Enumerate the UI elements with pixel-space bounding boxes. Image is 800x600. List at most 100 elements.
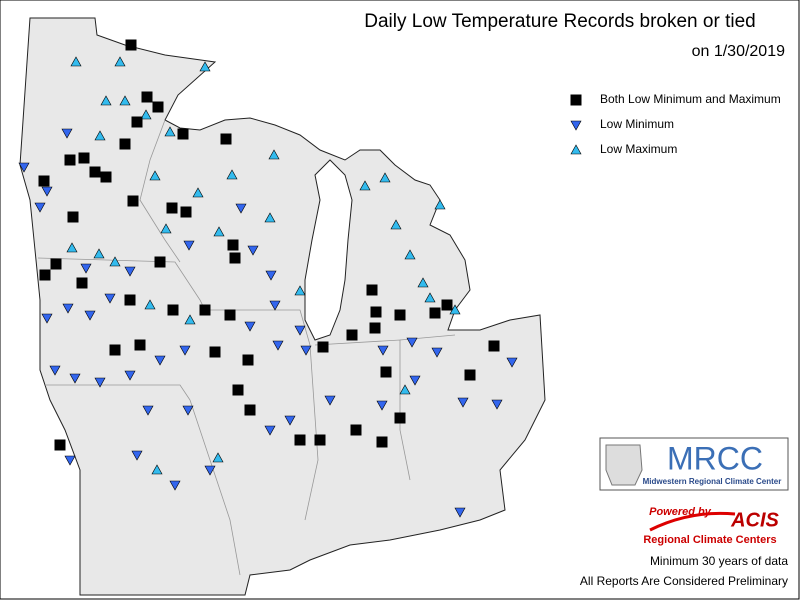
down-triangle-marker bbox=[431, 347, 443, 358]
down-triangle-marker bbox=[324, 395, 336, 406]
square-marker bbox=[78, 152, 90, 164]
legend-label: Low Maximum bbox=[600, 142, 677, 156]
square-marker bbox=[394, 412, 406, 424]
down-triangle-marker bbox=[491, 399, 503, 410]
legend-label: Both Low Minimum and Maximum bbox=[600, 92, 781, 106]
powered-by: Powered by bbox=[649, 506, 712, 518]
square-marker bbox=[376, 436, 388, 448]
up-triangle-marker bbox=[66, 242, 78, 253]
down-triangle-marker bbox=[69, 373, 81, 384]
up-triangle-marker bbox=[417, 277, 429, 288]
square-marker bbox=[100, 171, 112, 183]
down-triangle-marker bbox=[94, 377, 106, 388]
down-triangle-marker bbox=[41, 313, 53, 324]
down-triangle-marker bbox=[34, 202, 46, 213]
up-triangle-marker bbox=[399, 384, 411, 395]
square-marker bbox=[177, 128, 189, 140]
down-triangle-marker bbox=[61, 128, 73, 139]
up-triangle-marker bbox=[119, 95, 131, 106]
square-marker bbox=[166, 202, 178, 214]
station-markers bbox=[18, 39, 518, 518]
square-marker bbox=[314, 434, 326, 446]
square-marker bbox=[76, 277, 88, 289]
square-marker bbox=[394, 309, 406, 321]
down-triangle-marker bbox=[272, 340, 284, 351]
square-marker bbox=[50, 258, 62, 270]
square-marker bbox=[366, 284, 378, 296]
up-triangle-marker bbox=[160, 223, 172, 234]
mrcc-logo: MRCC Midwestern Regional Climate Center bbox=[599, 437, 789, 491]
acis-name: Regional Climate Centers bbox=[643, 534, 776, 546]
square-marker bbox=[317, 341, 329, 353]
up-triangle-marker bbox=[114, 56, 126, 67]
up-triangle-marker bbox=[94, 130, 106, 141]
square-marker bbox=[54, 439, 66, 451]
square-marker bbox=[131, 116, 143, 128]
note: All Reports Are Considered Preliminary bbox=[580, 574, 788, 588]
down-triangle-marker bbox=[235, 203, 247, 214]
up-triangle-marker bbox=[212, 452, 224, 463]
up-triangle-marker bbox=[294, 285, 306, 296]
square-marker bbox=[441, 299, 453, 311]
down-triangle-marker bbox=[457, 397, 469, 408]
square-marker bbox=[350, 424, 362, 436]
square-marker bbox=[224, 309, 236, 321]
up-triangle-marker bbox=[192, 187, 204, 198]
square-marker bbox=[229, 252, 241, 264]
down-triangle-marker bbox=[265, 270, 277, 281]
acis-swoosh bbox=[649, 511, 736, 532]
down-triangle-marker bbox=[18, 162, 30, 173]
square-marker bbox=[232, 384, 244, 396]
down-triangle-marker bbox=[104, 293, 116, 304]
square-marker bbox=[119, 138, 131, 150]
square-marker bbox=[180, 206, 192, 218]
square-marker bbox=[67, 211, 79, 223]
square-marker bbox=[244, 404, 256, 416]
square-marker bbox=[109, 344, 121, 356]
note: Minimum 30 years of data bbox=[650, 554, 788, 568]
square-marker bbox=[464, 369, 476, 381]
date: on 1/30/2019 bbox=[692, 43, 786, 60]
square-marker bbox=[154, 256, 166, 268]
square-marker bbox=[242, 354, 254, 366]
square-marker bbox=[124, 294, 136, 306]
up-triangle-marker bbox=[424, 292, 436, 303]
logo-map bbox=[605, 444, 643, 486]
down-triangle-marker bbox=[64, 455, 76, 466]
square-marker bbox=[227, 239, 239, 251]
up-triangle-marker bbox=[268, 149, 280, 160]
legend-label: Low Minimum bbox=[600, 117, 674, 131]
square-marker bbox=[346, 329, 358, 341]
up-triangle-marker bbox=[144, 299, 156, 310]
state-borders bbox=[37, 119, 456, 576]
square-marker bbox=[64, 154, 76, 166]
up-triangle-marker bbox=[100, 95, 112, 106]
up-triangle-marker bbox=[70, 56, 82, 67]
down-triangle-marker bbox=[124, 370, 136, 381]
acis-logo: Powered by ACIS Regional Climate Centers bbox=[643, 506, 779, 546]
legend: Both Low Minimum and Maximum Low Minimum L… bbox=[570, 92, 781, 156]
down-triangle-marker bbox=[247, 245, 259, 256]
down-triangle-marker bbox=[409, 375, 421, 386]
up-triangle-marker bbox=[93, 248, 105, 259]
up-triangle-marker bbox=[359, 180, 371, 191]
up-triangle-marker bbox=[434, 199, 446, 210]
square-marker bbox=[570, 94, 582, 106]
up-triangle-marker bbox=[149, 170, 161, 181]
down-triangle-marker bbox=[506, 357, 518, 368]
square-marker bbox=[141, 91, 153, 103]
up-triangle-marker bbox=[264, 212, 276, 223]
down-triangle-marker bbox=[570, 120, 582, 131]
up-triangle-marker bbox=[449, 304, 461, 315]
square-marker bbox=[167, 304, 179, 316]
square-marker bbox=[152, 101, 164, 113]
up-triangle-marker bbox=[404, 249, 416, 260]
square-marker bbox=[209, 346, 221, 358]
up-triangle-marker bbox=[226, 169, 238, 180]
down-triangle-marker bbox=[169, 480, 181, 491]
lake-michigan bbox=[304, 159, 353, 341]
down-triangle-marker bbox=[182, 405, 194, 416]
down-triangle-marker bbox=[300, 345, 312, 356]
up-triangle-marker bbox=[140, 109, 152, 120]
mrcc-text: MRCC bbox=[667, 440, 763, 476]
